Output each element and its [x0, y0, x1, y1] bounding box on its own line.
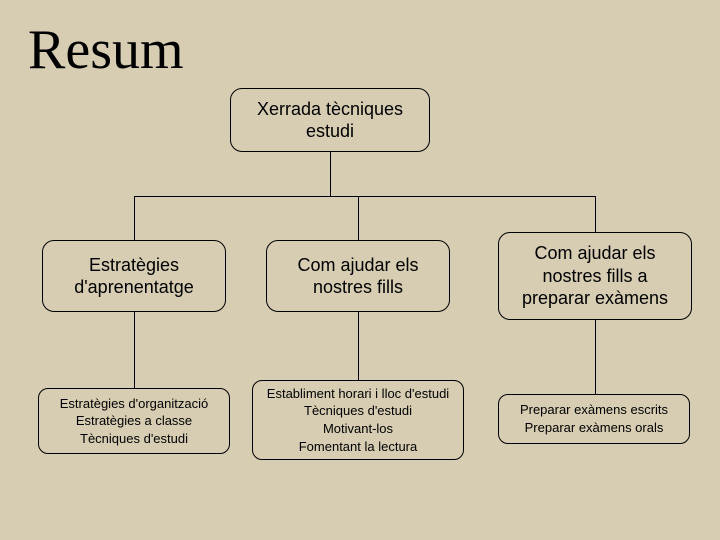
tree-mid-node: Com ajudar elsnostres fills [266, 240, 450, 312]
page-title: Resum [28, 18, 184, 82]
tree-root-node: Xerrada tècniquesestudi [230, 88, 430, 152]
tree-mid-node: Estratègiesd'aprenentatge [42, 240, 226, 312]
tree-leaf-node: Estratègies d'organitzacióEstratègies a … [38, 388, 230, 454]
tree-mid-node: Com ajudar elsnostres fills apreparar ex… [498, 232, 692, 320]
tree-leaf-node: Establiment horari i lloc d'estudiTècniq… [252, 380, 464, 460]
tree-leaf-node: Preparar exàmens escritsPreparar exàmens… [498, 394, 690, 444]
